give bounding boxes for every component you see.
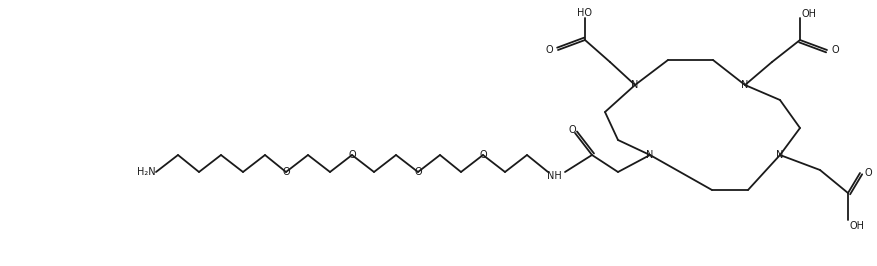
Text: O: O [545,45,553,55]
Text: H₂N: H₂N [137,167,156,177]
Text: N: N [740,80,748,90]
Text: OH: OH [849,221,864,231]
Text: N: N [775,150,783,160]
Text: O: O [567,125,575,135]
Text: O: O [831,45,838,55]
Text: O: O [282,167,289,177]
Text: O: O [348,150,355,160]
Text: HO: HO [577,8,592,18]
Text: O: O [414,167,421,177]
Text: NH: NH [546,171,561,181]
Text: OH: OH [801,9,816,19]
Text: N: N [645,150,653,160]
Text: O: O [864,168,872,178]
Text: O: O [479,150,486,160]
Text: N: N [631,80,638,90]
